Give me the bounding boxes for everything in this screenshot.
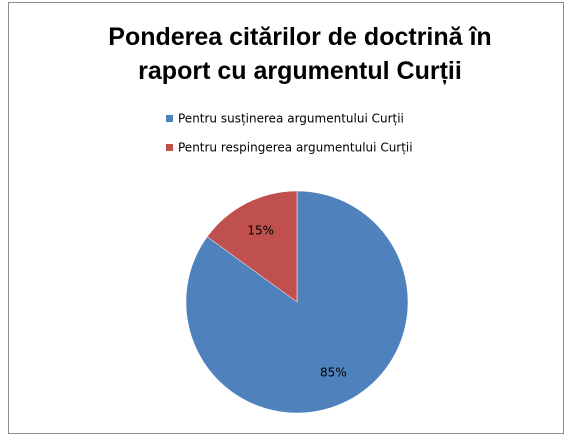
legend-swatch bbox=[166, 115, 173, 122]
data-label: 85% bbox=[320, 366, 347, 380]
legend-swatch bbox=[166, 144, 173, 151]
data-label: 15% bbox=[247, 223, 274, 237]
pie-slice bbox=[206, 190, 298, 303]
chart-frame bbox=[8, 2, 564, 434]
chart-title: Ponderea citărilor de doctrină în raport… bbox=[108, 23, 492, 85]
legend-label: Pentru respingerea argumentului Curții bbox=[178, 141, 413, 155]
legend-label: Pentru susținerea argumentului Curții bbox=[178, 112, 404, 126]
